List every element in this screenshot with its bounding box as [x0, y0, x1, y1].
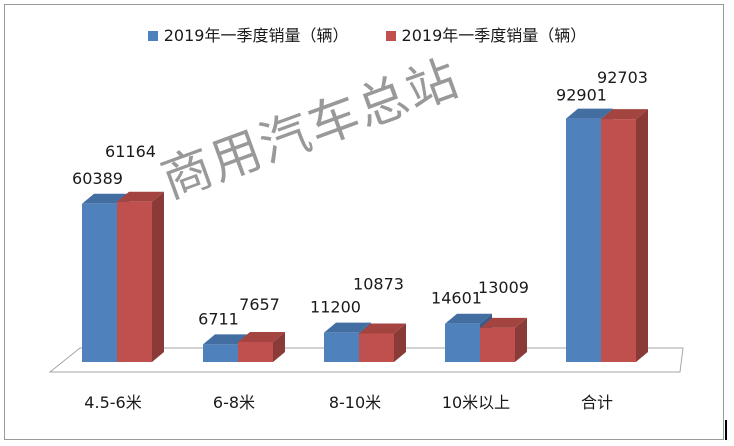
x-tick-label-5: 合计: [581, 393, 613, 412]
legend-swatch-series-2: [385, 31, 396, 41]
bar-top-1-4: [445, 313, 492, 324]
bar-side-2-3: [394, 323, 406, 362]
bar-top-1-1: [82, 193, 129, 204]
data-label-series-2-2: 7657: [239, 295, 280, 314]
bar-top-2-4: [480, 317, 527, 328]
bar-series-1-5: [566, 118, 601, 362]
data-label-series-1-3: 11200: [310, 298, 361, 317]
bar-top-1-5: [566, 108, 613, 119]
x-tick-label-3: 8-10米: [329, 393, 381, 412]
text-cursor: [725, 420, 727, 440]
bar-series-2-2: [238, 341, 273, 362]
data-label-series-1-4: 14601: [431, 289, 482, 308]
data-label-series-2-4: 13009: [478, 278, 529, 297]
bar-side-2-2: [273, 331, 285, 362]
data-label-series-2-5: 92703: [597, 68, 648, 87]
bar-series-1-2: [203, 344, 238, 362]
bar-series-2-4: [480, 327, 515, 362]
data-label-series-2-1: 61164: [105, 142, 156, 161]
legend-swatch-series-1: [147, 31, 158, 41]
bar-series-1-3: [324, 332, 359, 362]
bar-top-2-1: [117, 191, 164, 202]
bar-top-2-2: [238, 331, 285, 342]
bar-series-1-4: [445, 323, 480, 362]
legend-label-series-2: 2019年一季度销量（辆）: [401, 26, 587, 45]
data-label-series-2-3: 10873: [353, 275, 404, 294]
legend-item-series-1: 2019年一季度销量（辆）: [147, 22, 349, 46]
bar-series-2-3: [359, 333, 394, 362]
x-tick-label-4: 10米以上: [442, 393, 510, 412]
data-label-series-1-5: 92901: [556, 86, 607, 105]
bar-side-2-1: [152, 191, 164, 362]
bar-series-2-1: [117, 201, 152, 362]
legend-item-series-2: 2019年一季度销量（辆）: [385, 22, 587, 46]
x-tick-label-1: 4.5-6米: [84, 393, 141, 412]
bar-series-2-5: [601, 119, 636, 363]
x-tick-label-2: 6-8米: [213, 393, 255, 412]
data-label-series-1-1: 60389: [72, 169, 123, 188]
bar-top-1-3: [324, 322, 371, 333]
legend-label-series-1: 2019年一季度销量（辆）: [163, 26, 349, 45]
bar-top-2-3: [359, 323, 406, 334]
data-label-series-1-2: 6711: [198, 309, 239, 328]
bar-series-1-1: [82, 203, 117, 362]
chart-legend: 2019年一季度销量（辆） 2019年一季度销量（辆）: [0, 22, 734, 46]
bar-side-2-5: [636, 109, 648, 363]
bar-side-2-4: [515, 317, 527, 362]
bar-top-2-5: [601, 109, 648, 120]
